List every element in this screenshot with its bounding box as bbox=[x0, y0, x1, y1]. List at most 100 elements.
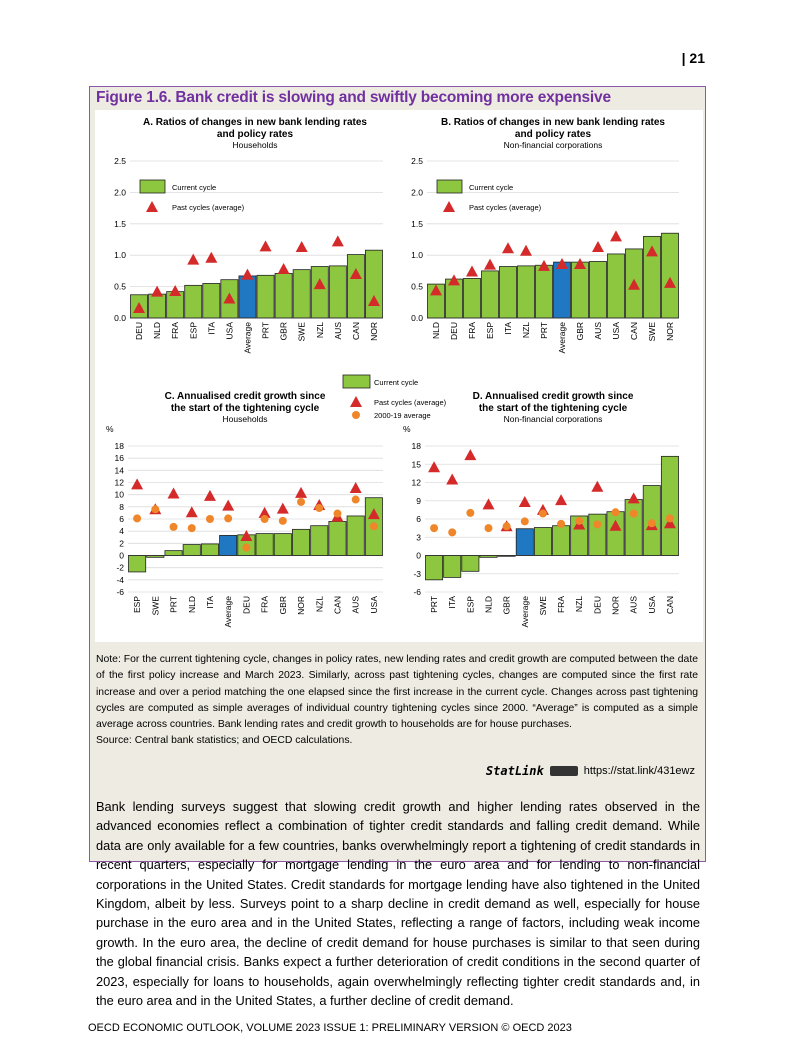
past-cycle-marker bbox=[538, 259, 550, 271]
x-tick-label: SWE bbox=[150, 596, 160, 616]
bar-esp bbox=[481, 270, 499, 319]
past-cycle-marker bbox=[428, 461, 441, 473]
x-tick-label: USA bbox=[224, 322, 234, 340]
bar-nld bbox=[182, 544, 201, 556]
past-cycle-marker bbox=[574, 257, 586, 269]
y-tick-label: 9 bbox=[416, 496, 421, 506]
bar-prt bbox=[535, 264, 553, 319]
past-cycle-marker bbox=[276, 502, 289, 514]
y-tick-label: 0.5 bbox=[411, 282, 423, 292]
bar-ita bbox=[443, 555, 462, 578]
y-tick-label: -6 bbox=[116, 587, 124, 597]
x-tick-label: NOR bbox=[611, 596, 621, 615]
x-tick-label: CAN bbox=[665, 596, 675, 614]
y-tick-label: 2.0 bbox=[114, 187, 126, 197]
avg-2000-19-marker bbox=[502, 522, 511, 531]
x-tick-label: SWE bbox=[538, 596, 548, 616]
avg-2000-19-marker bbox=[205, 515, 214, 523]
x-tick-label: SWE bbox=[647, 322, 657, 342]
past-cycle-marker bbox=[518, 495, 531, 507]
figure-note: Note: For the current tightening cycle, … bbox=[96, 652, 698, 750]
bar-gbr bbox=[571, 261, 589, 319]
bar-swe bbox=[292, 269, 311, 319]
x-tick-label: Average bbox=[557, 322, 567, 354]
legend-triangle-icon bbox=[443, 201, 455, 212]
past-cycle-marker bbox=[277, 263, 290, 275]
avg-2000-19-marker bbox=[187, 524, 196, 533]
x-tick-label: GBR bbox=[278, 596, 288, 614]
y-tick-label: 0.0 bbox=[411, 313, 423, 323]
x-tick-label: ESP bbox=[465, 596, 475, 613]
bar-gbr bbox=[273, 533, 292, 556]
chart-subtitle: Non-financial corporations bbox=[504, 140, 603, 150]
chart-subtitle: Households bbox=[223, 414, 268, 424]
bar-aus bbox=[346, 515, 365, 556]
avg-2000-19-marker bbox=[575, 516, 584, 525]
avg-2000-19-marker bbox=[629, 509, 638, 518]
past-cycle-marker bbox=[295, 241, 308, 253]
x-tick-label: DEU bbox=[241, 596, 251, 614]
legend-label: Past cycles (average) bbox=[374, 398, 447, 407]
y-tick-label: 3 bbox=[416, 532, 421, 542]
past-cycle-marker bbox=[258, 506, 271, 518]
avg-2000-19-marker bbox=[369, 522, 378, 531]
avg-2000-19-marker bbox=[278, 516, 287, 525]
x-tick-label: ESP bbox=[485, 322, 495, 339]
bar-ita bbox=[499, 266, 517, 319]
past-cycle-marker bbox=[627, 492, 640, 504]
past-cycle-marker bbox=[295, 486, 308, 498]
x-tick-label: USA bbox=[611, 322, 621, 340]
y-tick-label: 12 bbox=[412, 478, 422, 488]
avg-2000-19-marker bbox=[315, 504, 324, 513]
legend-label: Current cycle bbox=[172, 183, 216, 192]
bar-prt bbox=[425, 555, 444, 581]
past-cycle-marker bbox=[313, 278, 326, 290]
bar-fra bbox=[463, 278, 481, 319]
bar-nor bbox=[606, 511, 625, 556]
x-tick-label: Average bbox=[520, 596, 530, 628]
x-tick-label: Average bbox=[242, 322, 252, 354]
chart-title: B. Ratios of changes in new bank lending… bbox=[441, 117, 665, 128]
past-cycle-marker bbox=[484, 258, 496, 270]
past-cycle-marker bbox=[349, 481, 362, 493]
y-tick-label: 6 bbox=[119, 514, 124, 524]
y-axis-unit: % bbox=[106, 424, 114, 434]
past-cycle-marker bbox=[187, 253, 200, 265]
bar-esp bbox=[128, 555, 147, 573]
y-tick-label: 4 bbox=[119, 526, 124, 536]
bar-gbr bbox=[274, 273, 293, 319]
past-cycle-marker bbox=[240, 530, 253, 542]
note-text: Note: For the current tightening cycle, … bbox=[96, 654, 698, 731]
avg-2000-19-marker bbox=[647, 519, 656, 528]
x-tick-label: PRT bbox=[539, 322, 549, 339]
past-cycle-marker bbox=[482, 498, 495, 510]
y-tick-label: 15 bbox=[412, 459, 422, 469]
avg-2000-19-marker bbox=[538, 509, 547, 518]
x-tick-label: AUS bbox=[593, 322, 603, 340]
bar-nld bbox=[148, 293, 167, 319]
x-tick-label: FRA bbox=[170, 322, 180, 339]
past-cycle-marker bbox=[331, 235, 344, 247]
avg-2000-19-marker bbox=[169, 522, 178, 531]
bar-prt bbox=[256, 274, 275, 319]
past-cycle-marker bbox=[259, 240, 272, 252]
y-tick-label: 10 bbox=[115, 490, 125, 500]
past-cycle-marker bbox=[628, 278, 640, 290]
y-tick-label: 14 bbox=[115, 465, 125, 475]
x-tick-label: NZL bbox=[521, 322, 531, 338]
bar-aus bbox=[328, 265, 347, 319]
x-tick-label: NZL bbox=[314, 596, 324, 612]
past-cycle-marker bbox=[466, 265, 478, 277]
y-tick-label: 12 bbox=[115, 478, 125, 488]
statlink[interactable]: StatLink https://stat.link/431ewz bbox=[486, 764, 695, 778]
y-tick-label: 0 bbox=[416, 551, 421, 561]
x-tick-label: USA bbox=[647, 596, 657, 614]
statlink-url[interactable]: https://stat.link/431ewz bbox=[583, 765, 695, 777]
past-cycle-marker bbox=[448, 274, 460, 286]
bar-esp bbox=[461, 555, 480, 572]
bar-nzl bbox=[310, 266, 329, 319]
avg-2000-19-marker bbox=[665, 514, 674, 523]
avg-2000-19-marker bbox=[151, 505, 160, 514]
x-tick-label: NZL bbox=[315, 322, 325, 338]
